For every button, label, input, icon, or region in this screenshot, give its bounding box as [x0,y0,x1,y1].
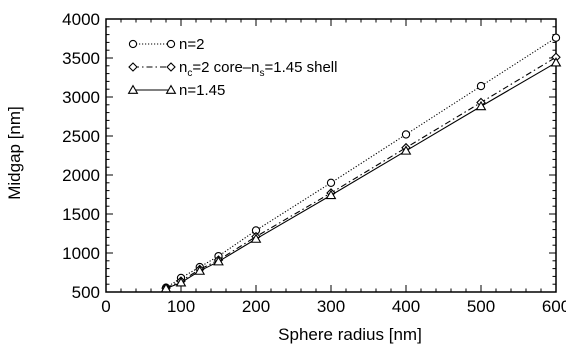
x-tick-label: 600 [542,297,566,316]
legend-entry: nc=2 core–ns=1.45 shell [128,59,337,79]
y-tick-label: 3500 [62,49,100,68]
legend-entry: n=2 [128,36,204,53]
data-point-triangle [475,100,487,111]
data-point-triangle [550,57,562,67]
legend-label: nc=2 core–ns=1.45 shell [179,59,337,79]
data-point-circle [128,39,138,49]
y-tick-label: 500 [72,283,100,302]
data-point-circle [166,39,176,49]
data-point-circle [551,33,561,42]
series-3 [160,57,562,293]
data-point-triangle [250,233,262,243]
y-tick-label: 4000 [62,10,100,29]
y-axis-title: Midgap [nm] [5,106,24,200]
data-point-triangle [325,189,337,200]
series-line [165,37,557,289]
data-point-triangle [127,84,139,94]
data-point-circle [401,130,411,139]
y-tick-label: 2500 [62,127,100,146]
legend-entry: n=1.45 [127,82,225,99]
x-tick-label: 300 [317,297,345,316]
data-point-triangle [160,282,172,293]
data-point-triangle [175,277,187,287]
x-tick-label: 0 [101,297,110,316]
x-axis-title: Sphere radius [nm] [278,325,422,344]
x-tick-label: 200 [242,297,270,316]
legend-label: n=2 [179,36,204,53]
y-tick-label: 3000 [62,88,100,107]
data-point-triangle [400,145,412,155]
y-tick-label: 1500 [62,205,100,224]
data-point-circle [476,81,486,91]
x-tick-label: 400 [392,297,420,316]
data-point-diamond [128,62,138,72]
y-tick-label: 2000 [62,166,100,185]
legend-label: n=1.45 [179,82,225,99]
data-point-circle [326,178,336,187]
data-point-triangle [165,84,177,94]
data-point-triangle [213,256,224,266]
data-point-diamond [166,62,176,72]
y-tick-label: 1000 [62,244,100,263]
data-point-triangle [194,265,206,275]
x-tick-label: 500 [467,297,495,316]
x-tick-label: 100 [167,297,195,316]
